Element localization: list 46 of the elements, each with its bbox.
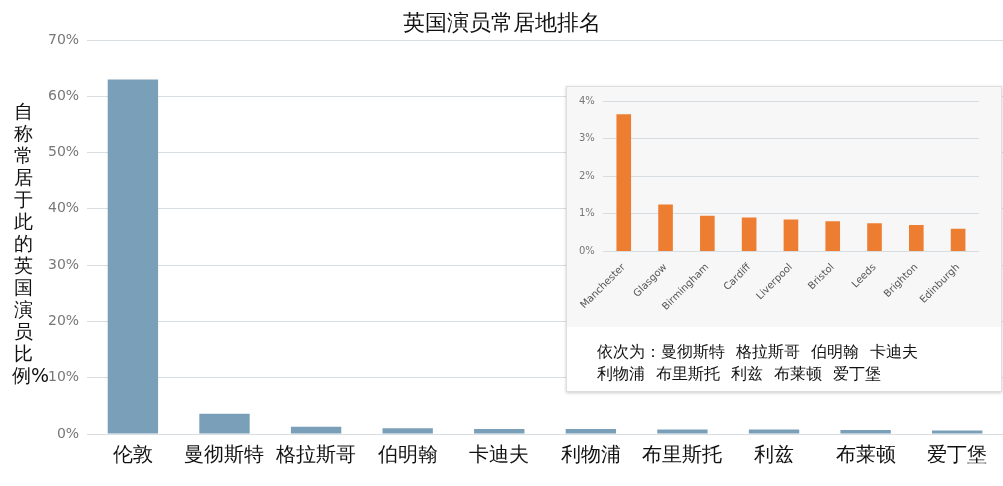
y-tick-label: 2% (578, 169, 595, 181)
annotation: 依次为：曼彻斯特 格拉斯哥 伯明翰 卡迪夫 (597, 341, 920, 363)
x-tick-label: 卡迪夫 (469, 442, 530, 467)
bar (700, 215, 715, 251)
bar (565, 428, 617, 434)
bar (748, 429, 800, 434)
x-tick-label: 曼彻斯特 (184, 442, 265, 467)
bar (867, 223, 882, 251)
bar (107, 79, 159, 434)
y-tick-label: 4% (578, 94, 595, 106)
bar (199, 413, 250, 434)
bar (616, 114, 632, 251)
y-tick-label: 70% (47, 30, 80, 47)
y-tick-label: 40% (47, 199, 80, 216)
y-tick-label: 0% (56, 424, 80, 441)
bar (741, 217, 757, 251)
x-tick-label: 布里斯托 (642, 442, 723, 467)
y-tick-label: 30% (47, 255, 80, 272)
x-tick-label: 伯明翰 (376, 442, 438, 467)
bar (825, 221, 841, 251)
bar (658, 204, 673, 251)
x-tick-label: 利物浦 (560, 442, 621, 467)
bar (474, 428, 525, 434)
text: 自称常居于此的英国演员比例% (12, 100, 50, 386)
y-tick-label: 3% (578, 132, 595, 144)
bar (783, 219, 799, 251)
bar (382, 428, 433, 434)
x-tick-label: 利兹 (754, 442, 795, 467)
bar (290, 426, 342, 434)
x-tick-label: 伦敦 (112, 442, 153, 467)
annotation: 利物浦 布里斯托 利兹 布莱顿 爱丁堡 (597, 363, 883, 385)
x-tick-label: 爱丁堡 (927, 442, 988, 467)
bar (950, 228, 966, 251)
bar (840, 430, 891, 434)
bar (932, 430, 983, 434)
y-tick-label: 60% (47, 86, 80, 103)
x-tick-label: 布莱顿 (835, 442, 896, 467)
y-tick-label: 10% (47, 368, 80, 385)
x-tick-label: 格拉斯哥 (275, 442, 357, 467)
bar (657, 429, 708, 434)
y-tick-label: 20% (47, 312, 80, 329)
y-tick-label: 0% (578, 244, 595, 256)
bar (909, 225, 924, 251)
y-tick-label: 1% (578, 207, 595, 219)
chart-title: 英国演员常居地排名 (402, 10, 601, 35)
y-tick-label: 50% (47, 143, 80, 160)
